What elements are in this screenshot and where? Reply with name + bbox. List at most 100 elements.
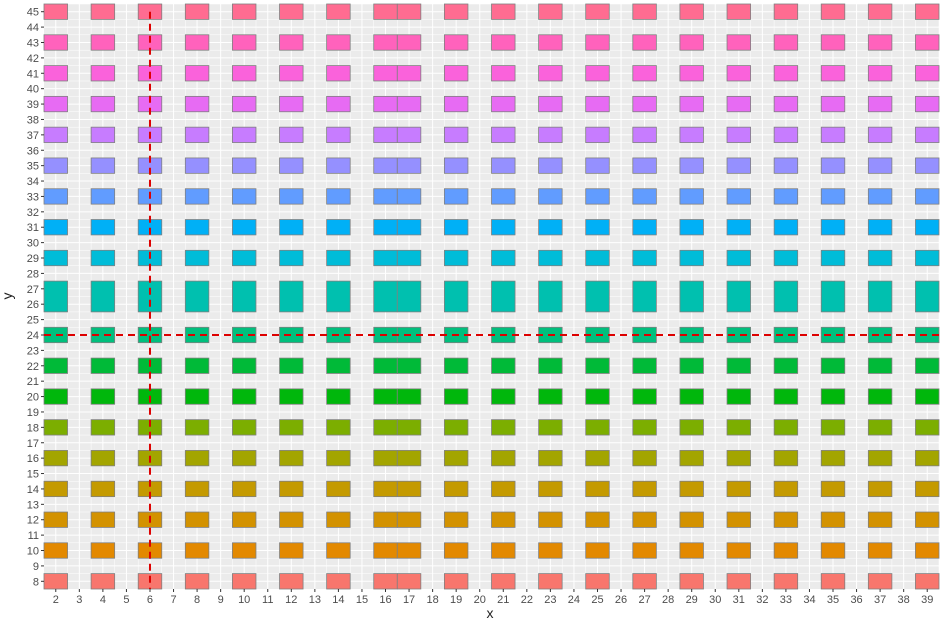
tile [773,511,799,528]
tile [326,450,351,467]
tile [773,219,799,236]
tile [679,542,704,559]
tile [396,388,422,405]
tile [585,480,610,498]
tile [43,419,68,436]
tile [585,188,610,205]
tile [373,542,398,559]
tile [396,34,422,51]
tile [184,219,210,236]
tile [585,419,610,436]
tile [443,126,469,143]
tile [632,65,657,82]
tile [279,157,304,174]
tile [43,511,68,528]
tile [232,326,257,344]
tile [726,188,751,205]
tile [326,357,351,374]
tile [915,357,940,374]
tile [232,3,257,20]
tile [43,573,68,590]
tile [679,480,704,498]
tile [867,280,893,313]
tile [184,480,210,498]
tile [915,157,940,174]
tile [726,326,751,344]
y-tick-label: 23 [27,345,39,357]
x-tick-label: 35 [827,594,839,606]
tile [585,95,610,113]
tile [915,419,940,436]
tile [279,280,304,313]
tile [184,357,210,374]
tile [443,480,469,498]
x-tick-label: 30 [709,594,721,606]
tile [184,126,210,143]
tile [679,126,704,143]
x-tick-label: 18 [426,594,438,606]
tile [679,34,704,51]
tile [491,388,516,405]
x-tick-label: 34 [803,594,815,606]
x-tick-label: 20 [474,594,486,606]
tile [491,280,516,313]
tile [538,450,563,467]
x-tick-label: 23 [544,594,556,606]
y-tick-label: 42 [27,53,39,65]
tile [43,388,68,405]
tile [396,65,422,82]
tile [90,357,116,374]
tile [867,3,893,20]
tile [773,95,799,113]
tile [538,3,563,20]
x-tick-label: 33 [780,594,792,606]
tile [726,157,751,174]
y-tick-label: 24 [27,330,39,342]
tile [279,95,304,113]
tile [915,450,940,467]
tile [279,3,304,20]
tile [773,419,799,436]
y-tick-label: 11 [28,530,39,542]
tile [43,188,68,205]
tile [279,219,304,236]
y-tick-label: 44 [27,22,39,34]
x-tick-label: 14 [332,594,344,606]
tile [279,388,304,405]
tile [867,219,893,236]
x-tick-label: 36 [850,594,862,606]
tile [538,280,563,313]
tile [373,357,398,374]
tile [326,280,351,313]
tile [373,419,398,436]
tile [443,388,469,405]
tile [232,95,257,113]
y-tick-label: 37 [27,130,39,142]
tile [326,65,351,82]
tile [820,34,846,51]
tile [373,126,398,143]
x-tick-label: 31 [733,594,745,606]
x-axis-ticks: 2 3 4 5 6 7 8 9 10 11 12 13 14 15 16 17 18 19 20 21 22 23 24 25… [53,589,933,606]
tile [773,357,799,374]
tile [915,573,940,590]
tile [443,573,469,590]
x-tick-label: 5 [123,594,129,606]
tile [443,34,469,51]
tile [491,480,516,498]
tile [726,126,751,143]
tile [443,65,469,82]
tile [43,357,68,374]
tile [585,34,610,51]
tile [443,542,469,559]
tile [538,357,563,374]
tile [915,280,940,313]
tile [373,65,398,82]
tile [915,34,940,51]
tile [726,249,751,267]
tile [184,188,210,205]
tile [679,249,704,267]
tile [491,95,516,113]
